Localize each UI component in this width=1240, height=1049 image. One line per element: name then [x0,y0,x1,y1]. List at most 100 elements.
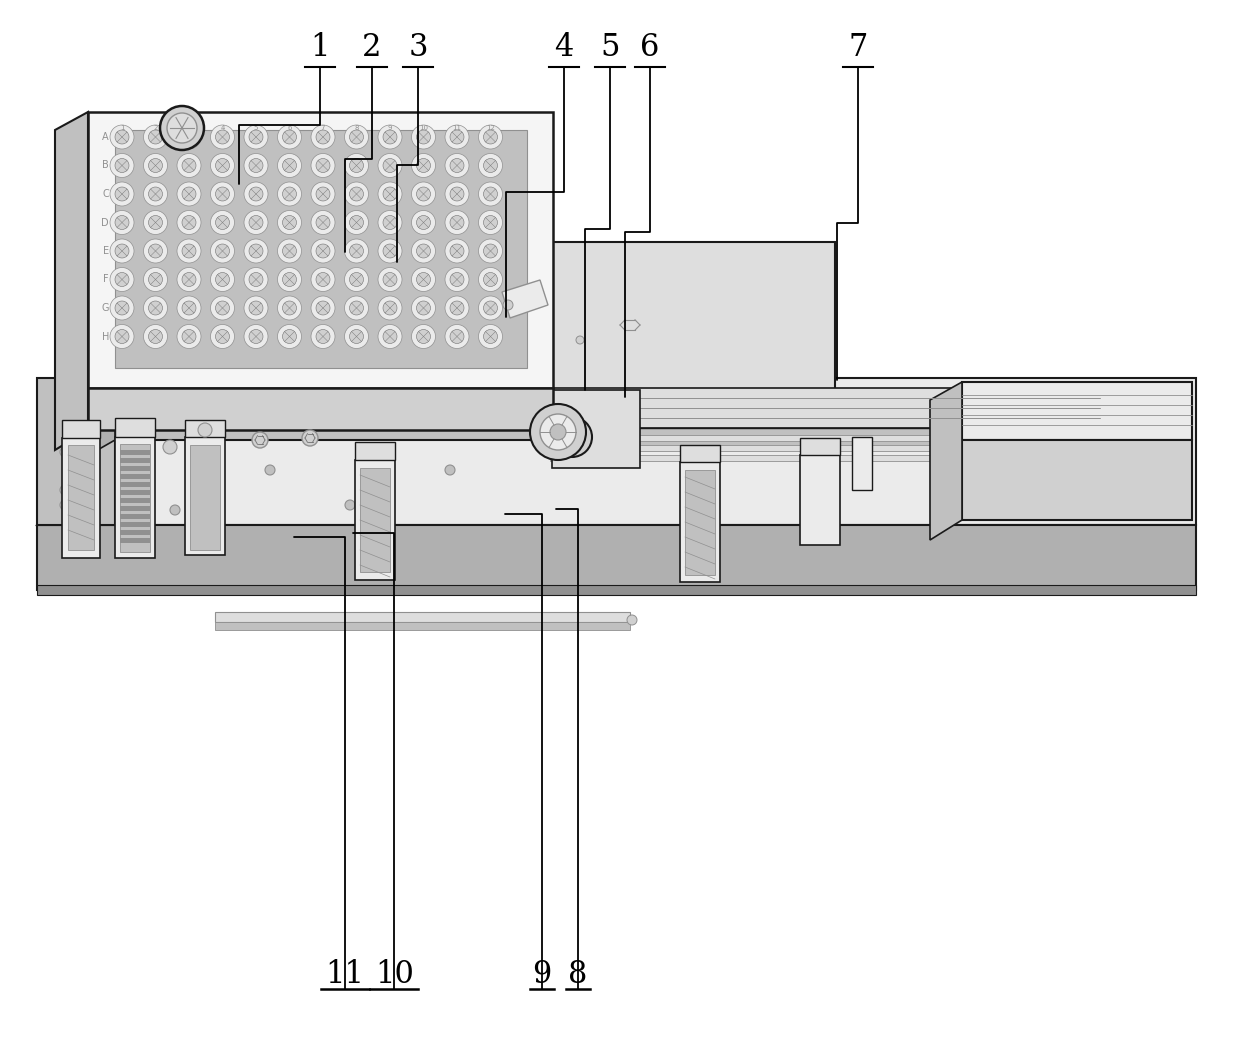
Circle shape [577,336,584,344]
Circle shape [182,158,196,172]
Circle shape [316,187,330,201]
Circle shape [417,301,430,315]
Circle shape [110,125,134,149]
Circle shape [378,239,402,263]
Circle shape [316,215,330,230]
Circle shape [211,125,234,149]
Circle shape [345,296,368,320]
Polygon shape [502,280,548,318]
Circle shape [412,239,435,263]
Circle shape [115,130,129,144]
Text: B: B [102,160,109,171]
Text: F: F [103,275,109,284]
Circle shape [316,273,330,286]
Circle shape [244,211,268,235]
Polygon shape [800,438,839,455]
Polygon shape [115,130,527,368]
Polygon shape [115,418,155,437]
Polygon shape [55,112,88,450]
Circle shape [350,329,363,343]
Polygon shape [115,437,155,558]
Circle shape [115,329,129,343]
Polygon shape [88,112,553,388]
Circle shape [479,239,502,263]
Polygon shape [360,468,391,572]
Polygon shape [37,378,115,524]
Circle shape [378,267,402,292]
Circle shape [110,153,134,177]
Circle shape [211,267,234,292]
Circle shape [311,211,335,235]
Circle shape [249,130,263,144]
Circle shape [249,329,263,343]
Polygon shape [120,530,150,535]
Polygon shape [120,522,150,527]
Circle shape [378,324,402,348]
Circle shape [316,301,330,315]
Circle shape [311,125,335,149]
Text: E: E [103,247,109,256]
Circle shape [216,301,229,315]
Circle shape [412,153,435,177]
Circle shape [249,244,263,258]
Circle shape [311,296,335,320]
Polygon shape [355,461,396,580]
Circle shape [283,215,296,230]
Circle shape [316,329,330,343]
Circle shape [149,158,162,172]
Circle shape [144,211,167,235]
Circle shape [383,187,397,201]
Polygon shape [120,474,150,479]
Polygon shape [120,498,150,504]
Circle shape [182,187,196,201]
Circle shape [417,130,430,144]
Text: 9: 9 [388,125,392,131]
Circle shape [479,181,502,206]
Circle shape [383,244,397,258]
Circle shape [383,215,397,230]
Circle shape [450,130,464,144]
Polygon shape [355,442,396,461]
Circle shape [383,301,397,315]
Circle shape [177,239,201,263]
Circle shape [177,296,201,320]
Circle shape [345,125,368,149]
Circle shape [110,211,134,235]
Circle shape [216,244,229,258]
Polygon shape [120,466,150,471]
Text: 7: 7 [848,31,868,63]
Circle shape [484,215,497,230]
Circle shape [417,215,430,230]
Circle shape [345,239,368,263]
Circle shape [445,181,469,206]
Text: 8: 8 [355,125,358,131]
Circle shape [378,153,402,177]
Circle shape [445,211,469,235]
Circle shape [479,211,502,235]
Polygon shape [852,437,872,490]
Circle shape [429,326,441,338]
Text: C: C [102,189,109,199]
Circle shape [450,273,464,286]
Circle shape [149,329,162,343]
Circle shape [412,181,435,206]
Polygon shape [120,538,150,543]
Circle shape [450,158,464,172]
Circle shape [149,301,162,315]
Circle shape [345,153,368,177]
Circle shape [350,301,363,315]
Circle shape [144,324,167,348]
Circle shape [283,301,296,315]
Circle shape [115,187,129,201]
Text: 6: 6 [288,125,291,131]
Text: 5: 5 [254,125,258,131]
Circle shape [177,181,201,206]
Polygon shape [680,462,720,582]
Circle shape [445,153,469,177]
Circle shape [560,425,584,449]
Circle shape [417,187,430,201]
Circle shape [244,239,268,263]
Circle shape [115,273,129,286]
Circle shape [216,130,229,144]
Circle shape [283,130,296,144]
